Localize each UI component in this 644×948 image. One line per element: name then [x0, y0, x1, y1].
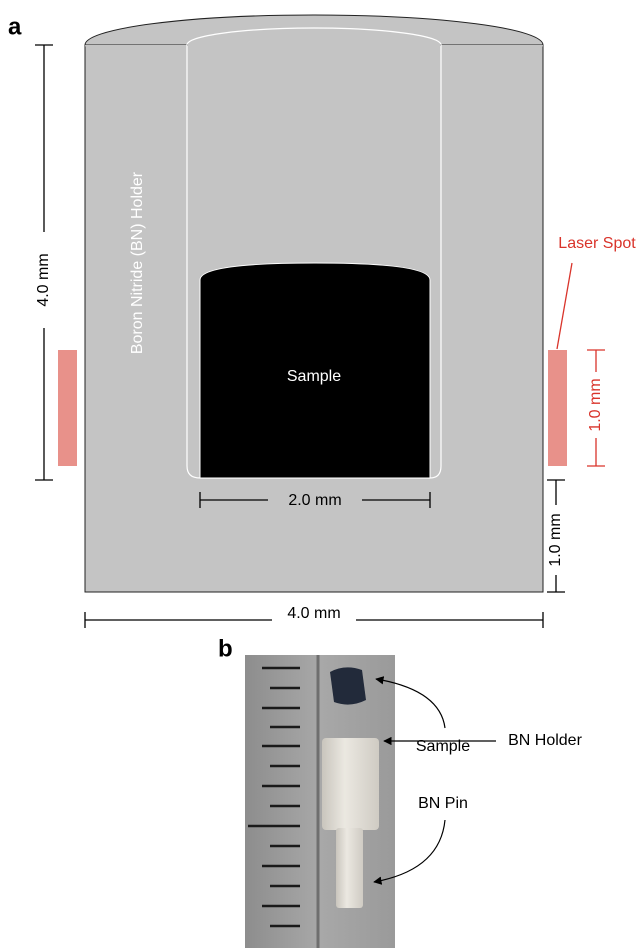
sample-block [199, 262, 431, 479]
arrow [375, 676, 446, 729]
laser-spot [58, 350, 77, 466]
panel-label: b [218, 635, 233, 662]
dimension-label: 1.0 mm [587, 378, 604, 431]
photo [245, 655, 395, 948]
dimension-label: 2.0 mm [288, 492, 341, 509]
dimension-laser [587, 349, 605, 467]
dimension-label: 4.0 mm [287, 605, 340, 622]
dimension-height [35, 44, 53, 481]
dimension-label: 1.0 mm [547, 513, 564, 566]
arrow [373, 819, 446, 885]
laser-spot [548, 350, 567, 466]
laser-label: Laser Spot [558, 235, 636, 252]
photo-label: Sample [416, 738, 470, 755]
dimension-sample [199, 492, 431, 508]
photo-label: BN Pin [418, 795, 468, 812]
dimension-bottom [547, 479, 565, 593]
leader-line [556, 262, 573, 350]
sample-label: Sample [287, 368, 341, 385]
holder-label: Boron Nitride (BN) Holder [129, 171, 146, 354]
photo-label: BN Holder [508, 732, 582, 749]
dimension-width [84, 612, 544, 628]
dimension-label: 4.0 mm [35, 253, 52, 306]
panel-label: a [8, 13, 22, 40]
